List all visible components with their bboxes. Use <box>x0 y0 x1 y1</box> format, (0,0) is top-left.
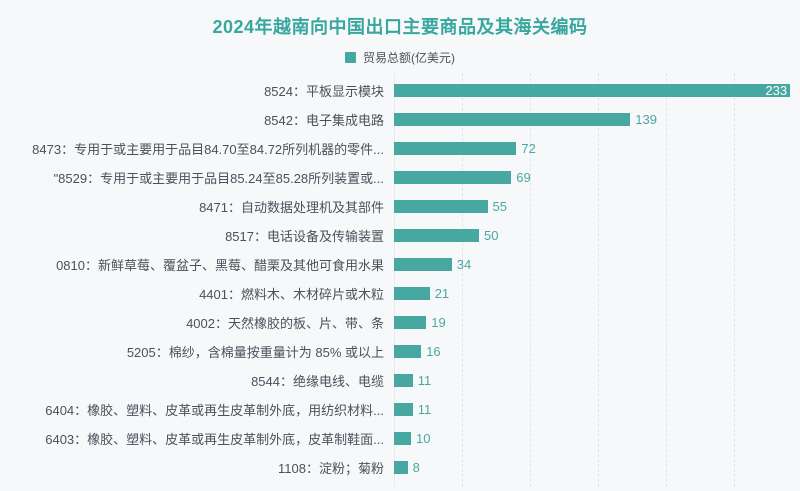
value-label: 8 <box>412 460 420 475</box>
category-label: 1108：淀粉；菊粉 <box>278 461 384 476</box>
bar-area: 11 <box>394 395 800 424</box>
y-axis-line <box>394 73 395 487</box>
bar-area: 8 <box>394 453 800 482</box>
value-label: 19 <box>431 315 446 330</box>
value-label: 50 <box>484 228 499 243</box>
bar-row: 8542：电子集成电路 139 <box>0 105 800 134</box>
value-label: 139 <box>635 112 657 127</box>
category-label: 8517：电话设备及传输装置 <box>225 229 384 244</box>
value-label: 11 <box>417 373 432 388</box>
bar[interactable] <box>394 403 413 416</box>
category-label: 8544：绝缘电线、电缆 <box>251 374 384 389</box>
legend: 贸易总额(亿美元) <box>0 49 800 65</box>
rows: 8524：平板显示模块 233 8542：电子集成电路 139 8473：专用于或主要用… <box>0 76 800 482</box>
value-label: 72 <box>521 141 536 156</box>
value-label: 10 <box>416 431 431 446</box>
grid <box>394 73 799 487</box>
category-label: 4401：燃料木、木材碎片或木粒 <box>199 287 384 302</box>
value-label: 233 <box>765 83 788 98</box>
bar-row: "8529：专用于或主要用于品目85.24至85.28所列装置或... 69 <box>0 163 800 192</box>
bar-row: 4401：燃料木、木材碎片或木粒 21 <box>0 279 800 308</box>
bar[interactable] <box>394 345 422 358</box>
bar[interactable]: 233 <box>394 83 791 98</box>
bar-row: 6403：橡胶、塑料、皮革或再生皮革制外底，皮革制鞋面... 10 <box>0 424 800 453</box>
category-label: 4002：天然橡胶的板、片、带、条 <box>186 316 384 331</box>
legend-label: 贸易总额(亿美元) <box>363 50 455 65</box>
bar-area: 34 <box>394 250 800 279</box>
bar-area: 69 <box>394 163 800 192</box>
bar[interactable] <box>394 200 488 213</box>
category-label: 6403：橡胶、塑料、皮革或再生皮革制外底，皮革制鞋面... <box>45 432 384 447</box>
bar[interactable] <box>394 229 479 242</box>
bar-row: 8544：绝缘电线、电缆 11 <box>0 366 800 395</box>
bar-row: 0810：新鲜草莓、覆盆子、黑莓、醋栗及其他可食用水果 34 <box>0 250 800 279</box>
bar-area: 72 <box>394 134 800 163</box>
gridline <box>666 73 667 487</box>
gridline <box>598 73 599 487</box>
gridline <box>734 73 735 487</box>
value-label: 11 <box>417 402 432 417</box>
bar-row: 1108：淀粉；菊粉 8 <box>0 453 800 482</box>
category-label: 5205：棉纱，含棉量按重量计为 85% 或以上 <box>126 345 384 360</box>
bar[interactable] <box>394 374 413 387</box>
value-label: 34 <box>456 257 472 272</box>
bar-row: 4002：天然橡胶的板、片、带、条 19 <box>0 308 800 337</box>
bar-area: 11 <box>394 366 800 395</box>
bar-area: 50 <box>394 221 800 250</box>
bar-area: 233 <box>394 76 800 105</box>
bar[interactable] <box>394 316 427 329</box>
legend-item[interactable]: 贸易总额(亿美元) <box>345 49 455 66</box>
bar[interactable] <box>394 258 452 271</box>
chart-title: 2024年越南向中国出口主要商品及其海关编码 <box>212 17 588 37</box>
bar-row: 8524：平板显示模块 233 <box>0 76 800 105</box>
bar-row: 5205：棉纱，含棉量按重量计为 85% 或以上 16 <box>0 337 800 366</box>
bar-area: 19 <box>394 308 800 337</box>
category-label: 6404：橡胶、塑料、皮革或再生皮革制外底，用纺织材料... <box>45 403 384 418</box>
bar-area: 21 <box>394 279 800 308</box>
bar-area: 55 <box>394 192 800 221</box>
value-label: 16 <box>426 344 441 359</box>
category-label: 8542：电子集成电路 <box>264 113 384 128</box>
category-label: 8524：平板显示模块 <box>264 84 384 99</box>
category-label: 8473：专用于或主要用于品目84.70至84.72所列机器的零件... <box>32 142 384 157</box>
category-label: 0810：新鲜草莓、覆盆子、黑莓、醋栗及其他可食用水果 <box>56 258 384 273</box>
bar-row: 6404：橡胶、塑料、皮革或再生皮革制外底，用纺织材料... 11 <box>0 395 800 424</box>
category-label: "8529：专用于或主要用于品目85.24至85.28所列装置或... <box>53 171 384 186</box>
value-label: 69 <box>516 170 531 185</box>
bar-row: 8517：电话设备及传输装置 50 <box>0 221 800 250</box>
bar-area: 16 <box>394 337 800 366</box>
bar-row: 8473：专用于或主要用于品目84.70至84.72所列机器的零件... 72 <box>0 134 800 163</box>
bar[interactable] <box>394 171 512 184</box>
plot-area: 8524：平板显示模块 233 8542：电子集成电路 139 8473：专用于或主要用… <box>0 73 800 487</box>
bar-area: 10 <box>394 424 800 453</box>
value-label: 55 <box>492 199 507 214</box>
gridline <box>462 73 463 487</box>
legend-swatch-icon <box>345 51 356 63</box>
bar[interactable] <box>394 142 517 155</box>
gridline <box>530 73 531 487</box>
bar[interactable] <box>394 287 430 300</box>
category-label: 8471：自动数据处理机及其部件 <box>199 200 384 215</box>
bar-area: 139 <box>394 105 800 134</box>
bar[interactable] <box>394 432 411 445</box>
bar[interactable] <box>394 461 408 474</box>
value-label: 21 <box>434 286 450 301</box>
bar-row: 8471：自动数据处理机及其部件 55 <box>0 192 800 221</box>
bar[interactable] <box>394 113 631 126</box>
